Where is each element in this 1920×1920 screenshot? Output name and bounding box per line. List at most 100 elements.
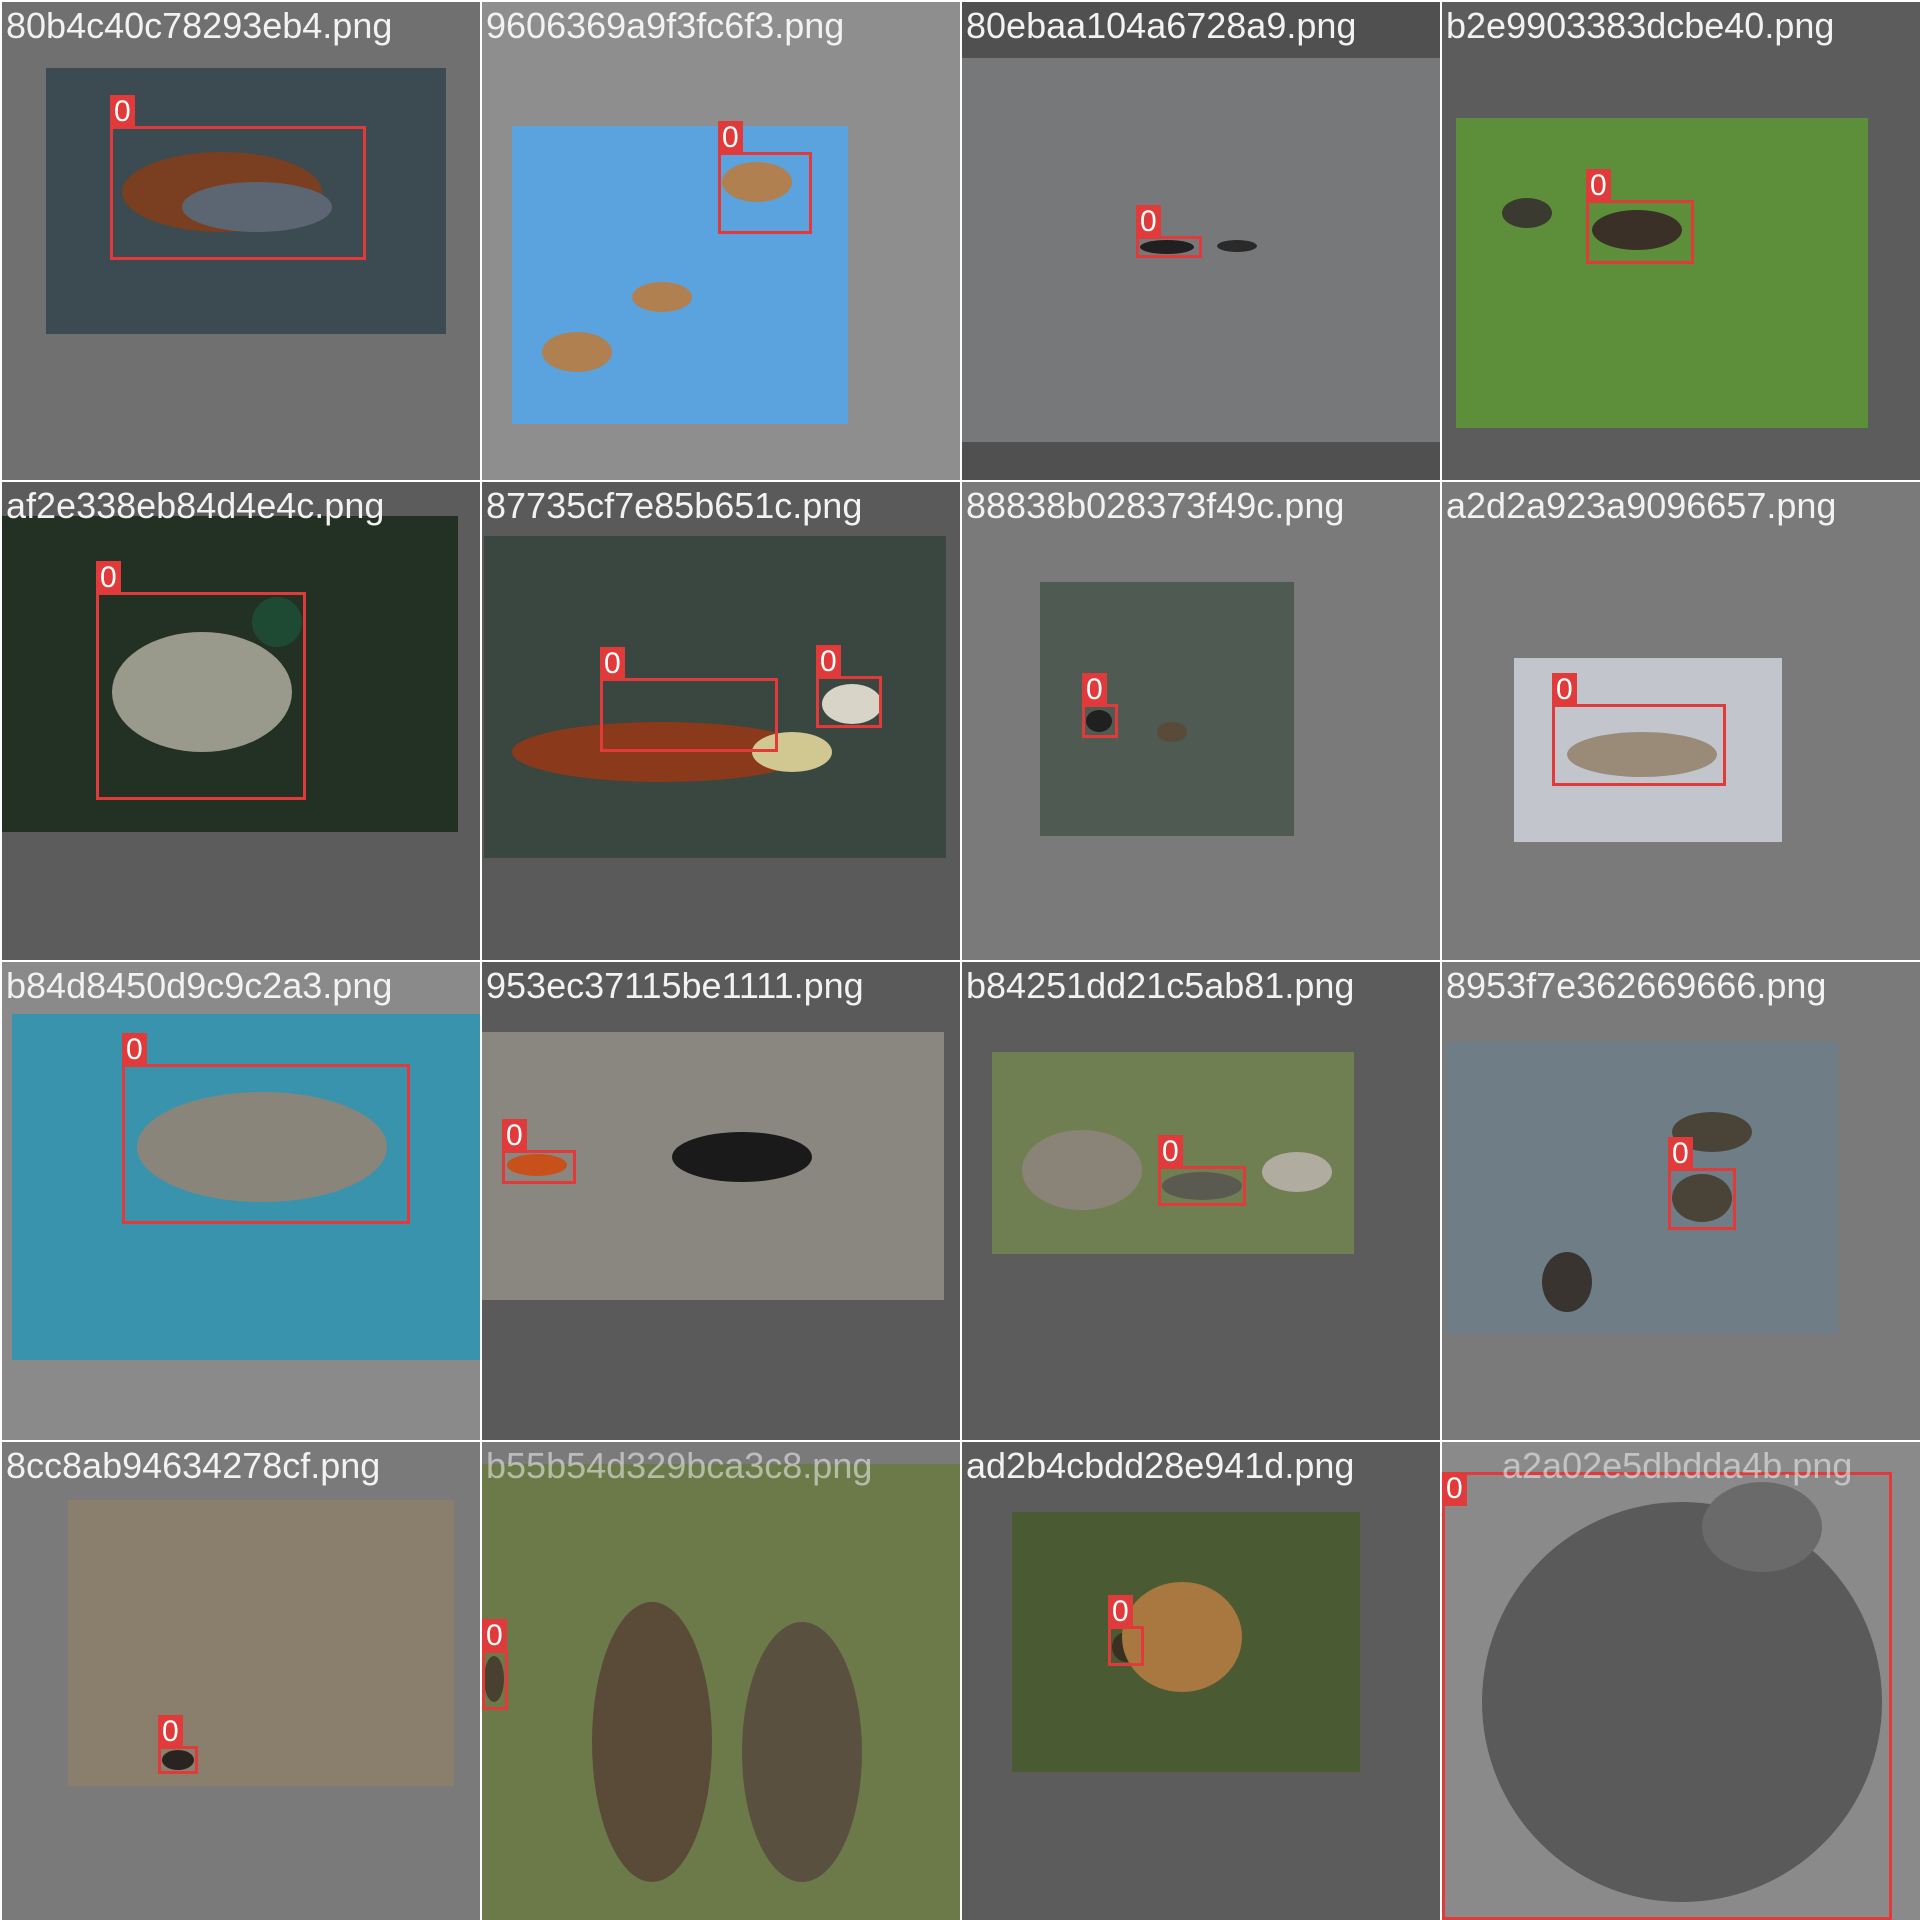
bird-shape: [1592, 210, 1682, 250]
bird-shape: [1542, 1252, 1592, 1312]
tile-photo: [482, 1464, 960, 1920]
bird-shape: [1162, 1172, 1242, 1200]
detection-box: 0: [96, 561, 306, 800]
bird-shape: [722, 162, 792, 202]
bird-shape: [742, 1622, 862, 1882]
detection-box: 0: [1082, 673, 1118, 738]
detection-box: 0: [600, 647, 778, 752]
tile-filename: af2e338eb84d4e4c.png: [6, 485, 385, 526]
detection-label: 0: [1158, 1135, 1183, 1169]
mosaic-tile: 0 b84d8450d9c9c2a3.png: [2, 962, 480, 1440]
detection-label: 0: [1136, 205, 1161, 239]
mosaic-tile: 0 9606369a9f3fc6f3.png: [482, 2, 960, 480]
detection-label: 0: [122, 1033, 147, 1067]
bird-shape: [182, 182, 332, 232]
bird-shape: [252, 597, 302, 647]
detection-label: 0: [110, 95, 135, 129]
detection-box: 0: [158, 1715, 198, 1774]
tile-filename: 80ebaa104a6728a9.png: [966, 5, 1357, 46]
mosaic-tile: 0 ad2b4cbdd28e941d.png: [962, 1442, 1440, 1920]
detection-box: 0: [1552, 673, 1726, 786]
detection-box: 0: [1108, 1595, 1144, 1666]
mosaic-tile: 0 88838b028373f49c.png: [962, 482, 1440, 960]
bird-shape: [1086, 710, 1112, 732]
bird-shape: [1262, 1152, 1332, 1192]
tile-filename: a2d2a923a9096657.png: [1446, 485, 1837, 526]
tile-photo: [1040, 582, 1294, 836]
detection-label: 0: [158, 1715, 183, 1749]
detection-label: 0: [1108, 1595, 1133, 1629]
tile-filename: 8953f7e362669666.png: [1446, 965, 1827, 1006]
bird-shape: [752, 732, 832, 772]
bird-shape: [162, 1750, 194, 1770]
tile-filename: 88838b028373f49c.png: [966, 485, 1345, 526]
detection-label: 0: [816, 645, 841, 679]
tile-filename: 87735cf7e85b651c.png: [486, 485, 863, 526]
bird-shape: [112, 632, 292, 752]
detection-box: 0: [122, 1033, 410, 1224]
tile-filename: b84251dd21c5ab81.png: [966, 965, 1355, 1006]
bird-shape: [484, 1656, 504, 1702]
detection-box: 0: [110, 95, 366, 260]
bird-shape: [1482, 1502, 1882, 1902]
bird-shape: [592, 1602, 712, 1882]
tile-filename: 953ec37115be1111.png: [486, 965, 864, 1006]
detection-label: 0: [1442, 1472, 1467, 1506]
tile-filename: 8cc8ab94634278cf.png: [6, 1445, 381, 1486]
detection-box: 0: [816, 645, 882, 728]
mosaic-tile: 0 80ebaa104a6728a9.png: [962, 2, 1440, 480]
bird-shape: [507, 1154, 567, 1176]
detection-label: 0: [482, 1619, 507, 1653]
detection-box: 0: [482, 1619, 508, 1710]
mosaic-tile: 0 8cc8ab94634278cf.png: [2, 1442, 480, 1920]
detection-label: 0: [502, 1119, 527, 1153]
detection-box: 0: [1586, 169, 1694, 264]
bird-shape: [1140, 240, 1194, 254]
mosaic-tile: 0 af2e338eb84d4e4c.png: [2, 482, 480, 960]
detection-label: 0: [600, 647, 625, 681]
bird-shape: [1022, 1130, 1142, 1210]
tile-filename: a2a02e5dbdda4b.png: [1502, 1445, 1853, 1486]
tile-filename: 9606369a9f3fc6f3.png: [486, 5, 845, 46]
detection-box: 0: [1442, 1472, 1892, 1920]
tile-photo: [1456, 118, 1868, 428]
tile-filename: b55b54d329bca3c8.png: [486, 1445, 873, 1486]
bird-shape: [1157, 722, 1187, 742]
detection-box: 0: [1668, 1137, 1736, 1230]
tile-filename: b2e9903383dcbe40.png: [1446, 5, 1835, 46]
bird-shape: [1702, 1482, 1822, 1572]
mosaic-tile: 0 b84251dd21c5ab81.png: [962, 962, 1440, 1440]
detection-label: 0: [718, 121, 743, 155]
bird-shape: [137, 1092, 387, 1202]
mosaic-tile: 0 b2e9903383dcbe40.png: [1442, 2, 1920, 480]
detection-box: 0: [1136, 205, 1202, 258]
bird-shape: [1672, 1174, 1732, 1222]
tile-filename: ad2b4cbdd28e941d.png: [966, 1445, 1355, 1486]
mosaic-tile: 0 a2a02e5dbdda4b.png: [1442, 1442, 1920, 1920]
bird-shape: [542, 332, 612, 372]
detection-box: 0: [1158, 1135, 1246, 1206]
bird-shape: [672, 1132, 812, 1182]
mosaic-tile: 0 8953f7e362669666.png: [1442, 962, 1920, 1440]
bird-shape: [1217, 240, 1257, 252]
detection-box: 0: [502, 1119, 576, 1184]
detection-label: 0: [1082, 673, 1107, 707]
bird-shape: [1502, 198, 1552, 228]
detection-label: 0: [1668, 1137, 1693, 1171]
tile-photo: [512, 126, 848, 424]
bird-shape: [1567, 732, 1717, 777]
mosaic-tile: 0 a2d2a923a9096657.png: [1442, 482, 1920, 960]
mosaic-tile: 0 80b4c40c78293eb4.png: [2, 2, 480, 480]
tile-photo: [1446, 1042, 1838, 1334]
bird-shape: [822, 684, 882, 724]
mosaic-tile: 0 b55b54d329bca3c8.png: [482, 1442, 960, 1920]
tile-photo: [68, 1500, 454, 1786]
tile-filename: b84d8450d9c9c2a3.png: [6, 965, 393, 1006]
bird-shape: [632, 282, 692, 312]
tile-filename: 80b4c40c78293eb4.png: [6, 5, 393, 46]
detection-label: 0: [1552, 673, 1577, 707]
detection-box: 0: [718, 121, 812, 234]
mosaic-tile: 0 0 87735cf7e85b651c.png: [482, 482, 960, 960]
detection-label: 0: [96, 561, 121, 595]
